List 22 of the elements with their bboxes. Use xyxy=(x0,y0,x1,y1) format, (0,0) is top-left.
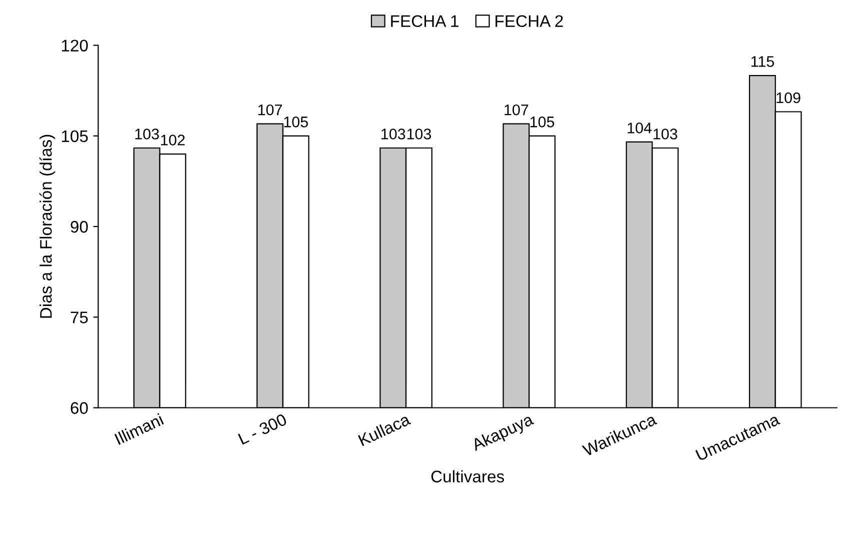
y-tick-label: 120 xyxy=(62,40,88,52)
data-label: 115 xyxy=(751,56,774,67)
data-label: 104 xyxy=(628,122,652,134)
data-label: 109 xyxy=(776,92,800,104)
x-tick-label: L - 300 xyxy=(238,413,288,445)
data-label: 103 xyxy=(407,128,432,140)
x-axis-title: Cultivares xyxy=(431,470,504,482)
data-label: 102 xyxy=(161,134,185,146)
y-tick-label: 105 xyxy=(62,130,88,142)
data-label: 103 xyxy=(135,128,159,140)
data-label: 105 xyxy=(284,116,308,128)
y-tick-label: 75 xyxy=(70,312,88,324)
y-axis-title: Dias a la Floración (días) xyxy=(39,134,56,318)
y-tick-label: 90 xyxy=(70,220,88,233)
data-label: 105 xyxy=(530,116,554,128)
legend-label: FECHA 1 xyxy=(391,15,458,28)
data-label: 103 xyxy=(382,128,406,140)
y-tick-label: 60 xyxy=(70,402,88,414)
legend-label: FECHA 2 xyxy=(496,15,563,28)
data-label: 107 xyxy=(258,104,282,116)
data-label: 103 xyxy=(654,128,678,140)
data-label: 107 xyxy=(504,104,528,116)
